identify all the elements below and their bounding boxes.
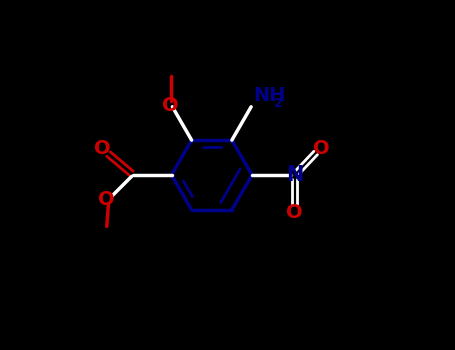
Text: O: O xyxy=(162,96,179,114)
Text: O: O xyxy=(94,139,110,158)
Text: NH: NH xyxy=(253,86,285,105)
Text: N: N xyxy=(286,165,303,185)
Text: O: O xyxy=(286,203,303,222)
Text: 2: 2 xyxy=(274,97,283,110)
Text: O: O xyxy=(313,139,330,158)
Text: O: O xyxy=(98,190,114,209)
